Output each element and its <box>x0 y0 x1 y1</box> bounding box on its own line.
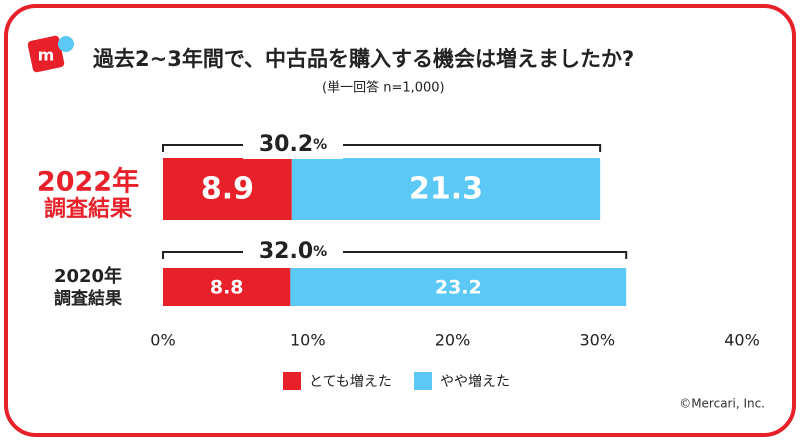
frame <box>4 4 796 437</box>
chart-title: 過去2~3年間で、中古品を購入する機会は増えましたか? <box>93 47 634 71</box>
total-bracket <box>162 251 628 259</box>
total-label-bg <box>243 131 343 159</box>
legend-label: とても増えた <box>309 374 392 390</box>
bar <box>290 268 627 306</box>
value-label: 21.3 <box>409 172 483 207</box>
logo: m <box>27 35 74 73</box>
legend-swatch <box>414 372 432 390</box>
value-label: 23.2 <box>435 277 482 299</box>
value-label: 8.8 <box>210 277 244 299</box>
credit: ©Mercari, Inc. <box>679 397 765 411</box>
total-value: 32.0 <box>259 239 313 264</box>
total-unit: % <box>313 137 327 153</box>
svg-text:m: m <box>38 46 55 65</box>
total-label-bg <box>243 238 343 266</box>
bar <box>163 158 292 220</box>
total-value: 30.2 <box>259 132 313 157</box>
x-tick-label: 0% <box>150 331 175 350</box>
category-label: 2022年 <box>37 166 139 198</box>
total-bracket <box>162 144 602 152</box>
category-label: 2020年 <box>54 265 122 287</box>
bar <box>163 268 291 306</box>
x-tick-label: 20% <box>435 331 471 350</box>
x-tick-label: 40% <box>724 331 760 350</box>
chart-subtitle: (単一回答 n=1,000) <box>322 80 445 96</box>
total-label: 30.2% <box>259 132 327 157</box>
x-tick-label: 10% <box>290 331 326 350</box>
legend-swatch <box>283 372 301 390</box>
total-label: 32.0% <box>259 239 327 264</box>
x-tick-label: 30% <box>579 331 615 350</box>
value-label: 8.9 <box>201 172 254 207</box>
category-label: 調査結果 <box>54 288 122 309</box>
category-label: 調査結果 <box>44 196 132 222</box>
bar <box>291 158 601 220</box>
legend-label: やや増えた <box>440 374 510 390</box>
total-unit: % <box>313 244 327 260</box>
